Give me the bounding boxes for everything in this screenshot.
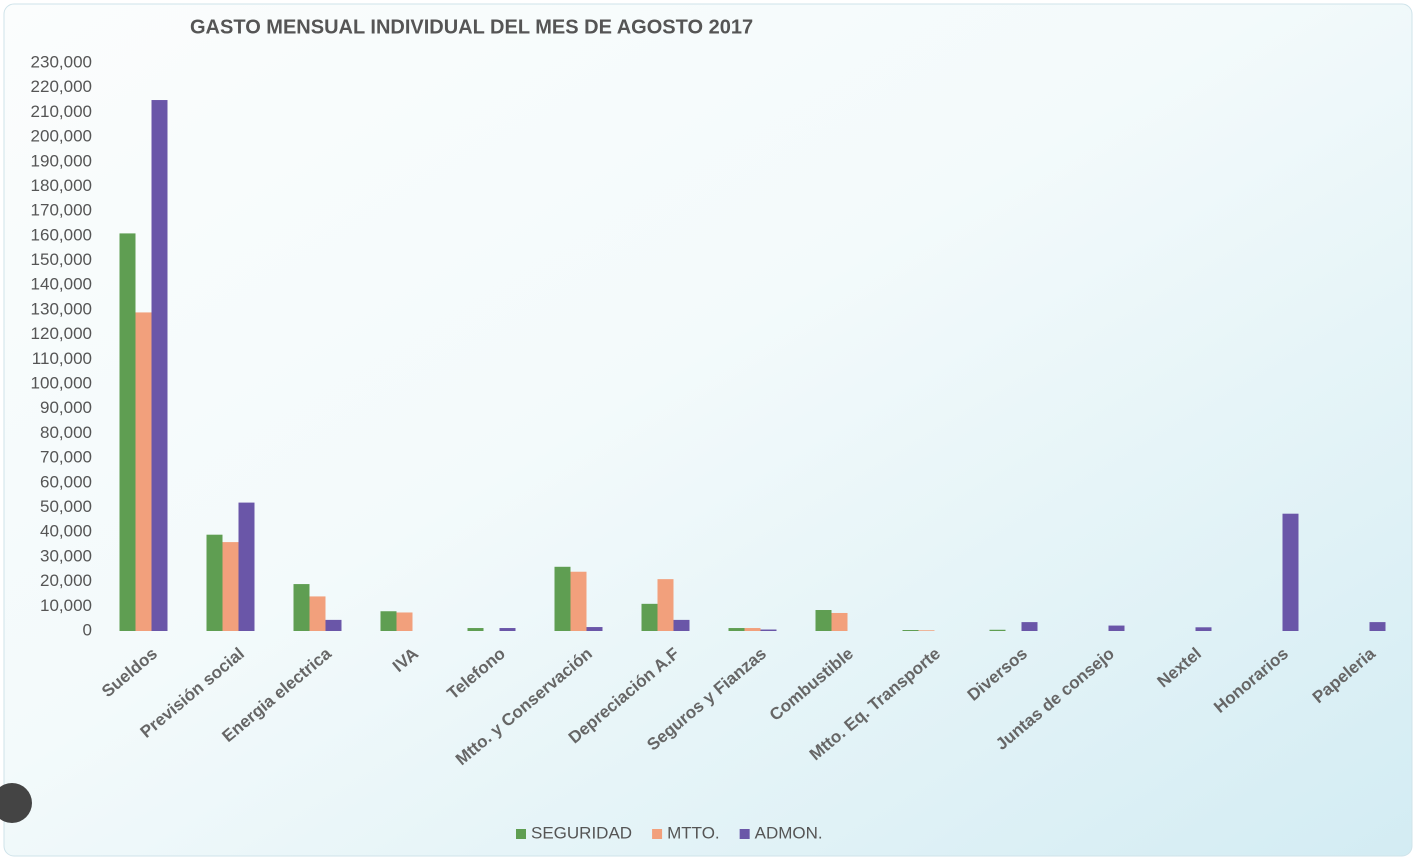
y-tick-label: 170,000 bbox=[31, 201, 92, 220]
bar bbox=[760, 629, 777, 631]
y-tick-label: 220,000 bbox=[31, 77, 92, 96]
bar bbox=[902, 630, 919, 631]
bar bbox=[206, 534, 223, 631]
y-tick-label: 110,000 bbox=[32, 349, 92, 368]
bar bbox=[135, 312, 152, 631]
bar bbox=[641, 603, 658, 631]
y-tick-label: 160,000 bbox=[31, 225, 92, 244]
y-tick-label: 100,000 bbox=[31, 374, 92, 393]
legend-swatch bbox=[516, 829, 526, 839]
bar bbox=[396, 612, 413, 631]
bar bbox=[744, 628, 761, 631]
bar bbox=[918, 630, 935, 631]
y-tick-label: 210,000 bbox=[31, 102, 92, 121]
y-tick-label: 230,000 bbox=[31, 52, 92, 71]
bar bbox=[657, 579, 674, 631]
y-tick-label: 50,000 bbox=[40, 497, 92, 516]
y-tick-label: 0 bbox=[83, 620, 92, 639]
bar bbox=[815, 610, 832, 631]
bar bbox=[1021, 622, 1038, 631]
bar bbox=[380, 611, 397, 631]
legend-label: SEGURIDAD bbox=[531, 823, 632, 842]
bar bbox=[554, 566, 571, 631]
bar bbox=[151, 100, 168, 632]
y-tick-label: 70,000 bbox=[40, 448, 92, 467]
bar bbox=[1282, 513, 1299, 631]
y-tick-label: 10,000 bbox=[40, 596, 92, 615]
bar bbox=[989, 629, 1006, 631]
bar bbox=[325, 619, 342, 631]
hole bbox=[0, 783, 32, 823]
bar bbox=[293, 584, 310, 631]
bar bbox=[728, 628, 745, 631]
y-tick-label: 130,000 bbox=[31, 299, 92, 318]
y-tick-label: 30,000 bbox=[40, 546, 92, 565]
y-tick-label: 20,000 bbox=[40, 571, 92, 590]
y-tick-label: 150,000 bbox=[31, 250, 92, 269]
y-tick-label: 40,000 bbox=[40, 522, 92, 541]
y-tick-label: 120,000 bbox=[31, 324, 92, 343]
chart-title: GASTO MENSUAL INDIVIDUAL DEL MES DE AGOS… bbox=[190, 16, 753, 38]
legend-swatch bbox=[739, 829, 750, 839]
bar bbox=[238, 502, 255, 631]
legend-label: ADMON. bbox=[755, 823, 823, 842]
y-tick-label: 80,000 bbox=[40, 423, 92, 442]
bar bbox=[586, 627, 603, 631]
y-tick-label: 200,000 bbox=[31, 127, 92, 146]
bar bbox=[1195, 627, 1212, 631]
bar bbox=[222, 542, 239, 631]
bar bbox=[1369, 622, 1386, 631]
bar bbox=[119, 233, 136, 631]
y-tick-label: 190,000 bbox=[31, 151, 92, 170]
legend-label: MTTO. bbox=[667, 823, 720, 842]
bar bbox=[831, 612, 848, 631]
y-tick-label: 180,000 bbox=[31, 176, 92, 195]
y-tick-label: 140,000 bbox=[31, 275, 92, 294]
legend-swatch bbox=[652, 829, 663, 839]
y-tick-label: 60,000 bbox=[40, 472, 92, 491]
bar bbox=[1108, 625, 1125, 631]
bar bbox=[673, 619, 690, 631]
bar bbox=[467, 628, 484, 631]
bar bbox=[570, 571, 587, 631]
bar bbox=[309, 596, 326, 631]
y-tick-label: 90,000 bbox=[40, 398, 92, 417]
background bbox=[3, 3, 1413, 857]
bar bbox=[499, 628, 516, 631]
